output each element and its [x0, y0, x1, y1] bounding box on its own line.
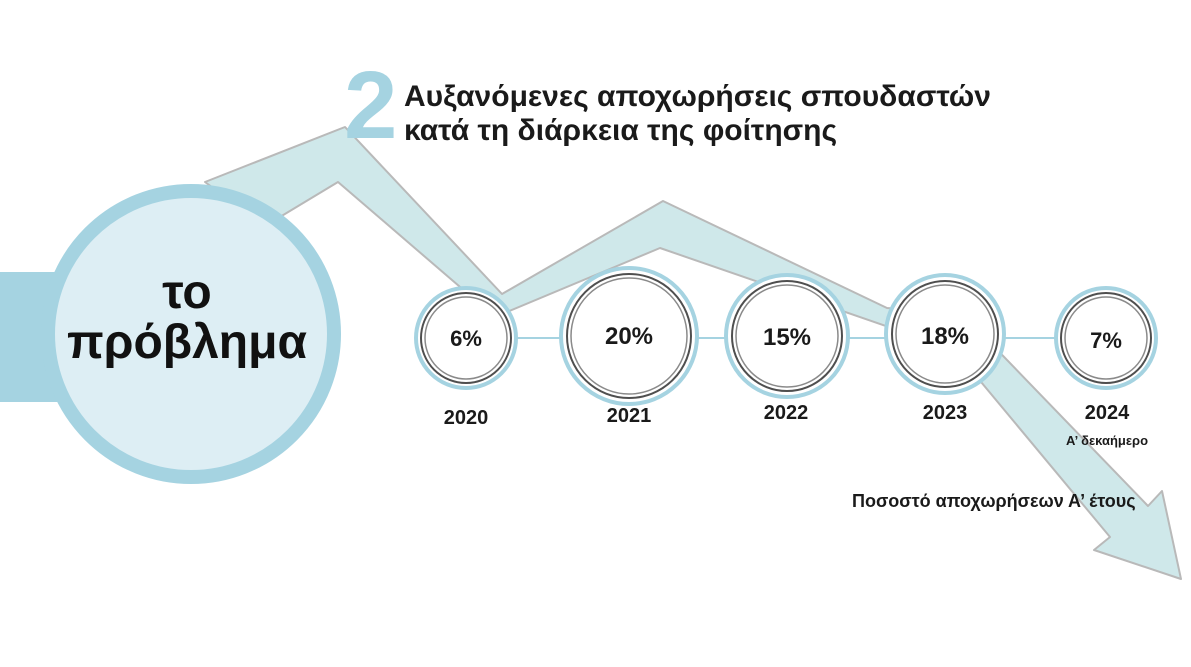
year-2024-note: Α’ δεκαήμερο: [1065, 433, 1149, 448]
year-2023: 2023: [922, 402, 968, 424]
year-circle-2024: [1054, 286, 1158, 390]
year-circle-2020: [414, 286, 518, 390]
value-2022: 15%: [762, 324, 812, 351]
section-heading: Αυξανόμενες αποχωρήσεις σπουδαστών κατά …: [404, 80, 991, 148]
value-2024: 7%: [1090, 328, 1122, 353]
value-2023: 18%: [920, 323, 970, 350]
year-2021: 2021: [606, 405, 652, 427]
year-circle-2021: [559, 266, 699, 406]
heading-line-2: κατά τη διάρκεια της φοίτησης: [404, 114, 838, 147]
value-2020: 6%: [450, 326, 482, 351]
year-circle-2023: [884, 273, 1006, 395]
year-2024: 2024: [1084, 402, 1130, 424]
problem-label: το πρόβλημα: [48, 268, 326, 368]
year-2022: 2022: [763, 402, 809, 424]
problem-line-2: πρόβλημα: [67, 316, 307, 369]
section-number: 2: [344, 52, 397, 159]
year-circle-2022: [724, 273, 850, 399]
problem-circle: [41, 184, 341, 484]
heading-line-1: Αυξανόμενες αποχωρήσεις σπουδαστών: [404, 80, 991, 113]
value-2021: 20%: [604, 323, 654, 350]
year-2020: 2020: [443, 407, 489, 429]
chart-caption: Ποσοστό αποχωρήσεων Α’ έτους: [852, 491, 1136, 511]
problem-line-1: το: [162, 266, 212, 319]
